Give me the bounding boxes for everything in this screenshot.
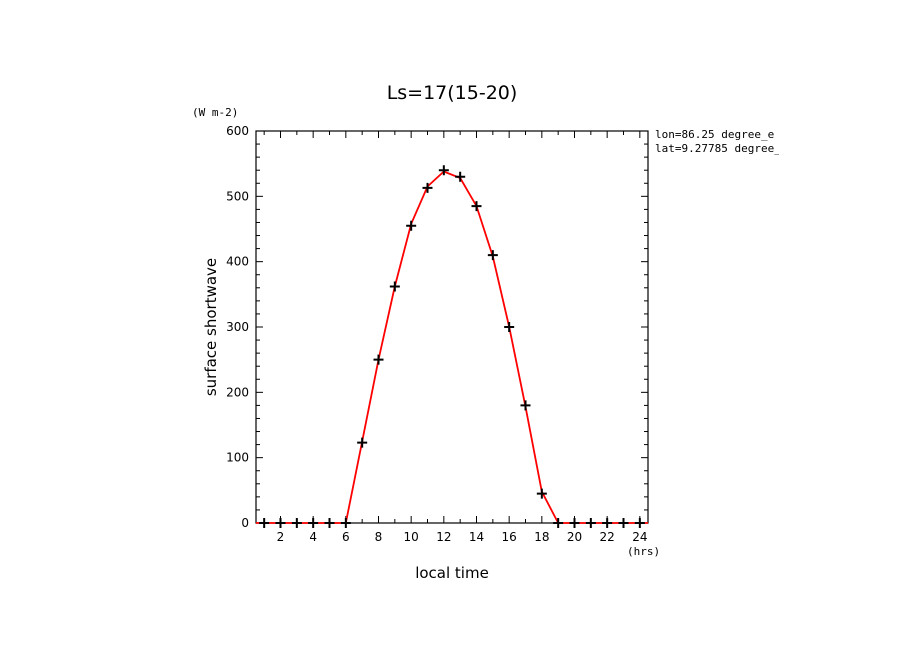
series-marker — [422, 182, 433, 193]
x-tick-label: 14 — [469, 530, 484, 544]
series-marker — [536, 488, 547, 499]
y-tick-label: 400 — [226, 255, 249, 269]
y-tick-label: 600 — [226, 124, 249, 138]
annotation-lon: lon=86.25 degree_e — [655, 128, 775, 141]
x-tick-label: 24 — [632, 530, 647, 544]
series-marker — [275, 518, 286, 528]
chart-title: Ls=17(15-20) — [387, 82, 518, 104]
series-marker — [569, 518, 580, 528]
series-marker — [324, 518, 335, 528]
series-marker — [389, 281, 400, 292]
x-tick-label: 4 — [309, 530, 317, 544]
series-marker — [634, 518, 645, 528]
y-unit-label: (W m-2) — [192, 106, 238, 119]
y-tick-label: 0 — [241, 516, 249, 530]
plot-frame — [255, 130, 649, 524]
x-tick-label: 18 — [534, 530, 549, 544]
series-marker — [602, 518, 613, 528]
y-tick-label: 200 — [226, 385, 249, 399]
series-marker — [553, 518, 564, 528]
series-marker — [373, 354, 384, 365]
y-tick-label: 100 — [226, 451, 249, 465]
series-marker — [471, 201, 482, 212]
y-tick-label: 300 — [226, 320, 249, 334]
series-marker — [504, 322, 515, 332]
x-tick-label: 22 — [600, 530, 615, 544]
series-marker — [585, 518, 596, 528]
series-line — [256, 170, 648, 524]
x-tick-label: 6 — [342, 530, 350, 544]
series-marker — [357, 437, 368, 448]
series-marker — [406, 220, 417, 231]
series-marker — [340, 518, 351, 528]
series-marker — [291, 518, 302, 528]
y-tick-label: 500 — [226, 189, 249, 203]
x-tick-label: 12 — [436, 530, 451, 544]
x-tick-label: 20 — [567, 530, 582, 544]
series-marker — [520, 400, 531, 411]
series-marker — [487, 250, 498, 261]
series-marker — [259, 518, 270, 528]
series-marker — [438, 165, 449, 176]
x-tick-label: 8 — [375, 530, 383, 544]
series-marker — [618, 518, 629, 528]
series-marker — [308, 518, 319, 528]
x-unit-label: (hrs) — [627, 545, 660, 558]
x-tick-label: 10 — [404, 530, 419, 544]
x-tick-label: 16 — [502, 530, 517, 544]
x-axis-label: local time — [415, 564, 489, 582]
annotation-lat: lat=9.27785 degree_ — [655, 142, 779, 155]
series-marker — [455, 171, 466, 182]
y-axis-label: surface shortwave — [202, 258, 220, 396]
x-tick-label: 2 — [277, 530, 285, 544]
